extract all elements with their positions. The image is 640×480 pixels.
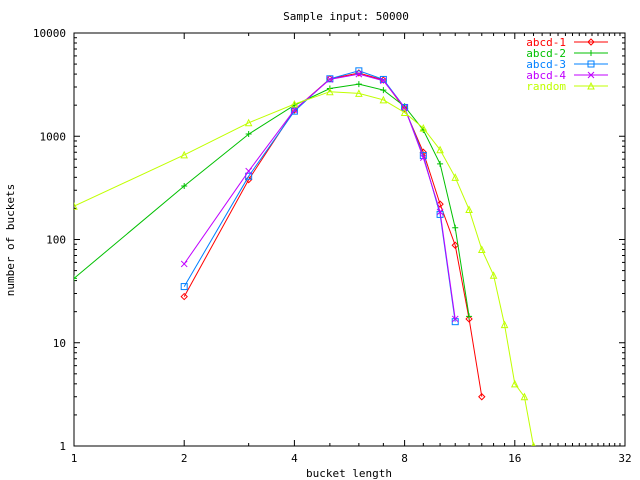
data-point-abcd-4 bbox=[419, 154, 427, 162]
data-point-abcd-3 bbox=[290, 107, 298, 115]
data-point-abcd-1 bbox=[244, 175, 253, 184]
data-point-abcd-2 bbox=[355, 81, 362, 88]
y-tick-label: 100 bbox=[46, 234, 66, 247]
series-line-abcd-1 bbox=[183, 72, 483, 397]
legend-label-abcd-1: abcd-1 bbox=[526, 36, 566, 49]
legend-label-abcd-3: abcd-3 bbox=[526, 58, 566, 71]
data-point-abcd-4 bbox=[245, 167, 253, 175]
data-point-random bbox=[379, 95, 388, 104]
data-point-abcd-4 bbox=[326, 76, 334, 83]
x-tick-label: 2 bbox=[181, 452, 188, 465]
y-tick-label: 10 bbox=[53, 337, 66, 350]
data-point-abcd-1 bbox=[436, 200, 444, 208]
x-tick-label: 16 bbox=[508, 452, 521, 465]
legend-marker-abcd-1 bbox=[587, 38, 595, 46]
data-point-abcd-2 bbox=[466, 313, 473, 320]
data-point-random bbox=[451, 173, 460, 181]
y-tick-label: 1 bbox=[59, 440, 66, 453]
series-line-abcd-4 bbox=[183, 73, 456, 320]
data-point-abcd-1 bbox=[400, 104, 409, 113]
series-abcd-3 bbox=[180, 67, 459, 326]
data-point-random bbox=[180, 150, 189, 159]
y-axis-label: number of buckets bbox=[4, 184, 17, 297]
data-point-abcd-1 bbox=[465, 315, 473, 323]
data-point-random bbox=[436, 145, 444, 154]
plot-frame bbox=[73, 32, 626, 447]
data-point-random bbox=[500, 320, 509, 329]
data-point-random bbox=[477, 245, 486, 254]
legend-marker-abcd-2 bbox=[588, 50, 594, 56]
data-point-abcd-3 bbox=[180, 283, 188, 291]
data-point-abcd-4 bbox=[355, 70, 363, 78]
data-point-abcd-4 bbox=[291, 106, 298, 114]
data-point-abcd-2 bbox=[380, 87, 387, 94]
y-tick-label: 10000 bbox=[33, 27, 66, 40]
data-point-abcd-2 bbox=[245, 131, 252, 138]
data-point-abcd-4 bbox=[180, 260, 188, 268]
data-point-random bbox=[520, 392, 529, 401]
data-point-random bbox=[355, 89, 363, 97]
data-point-abcd-1 bbox=[180, 292, 188, 301]
data-point-random bbox=[290, 99, 299, 108]
data-point-abcd-4 bbox=[436, 208, 444, 216]
data-point-random bbox=[510, 379, 519, 388]
data-point-random bbox=[400, 108, 409, 116]
legend-marker-abcd-4 bbox=[587, 71, 595, 79]
x-tick-label: 8 bbox=[401, 452, 408, 465]
data-point-random bbox=[244, 118, 253, 127]
y-axis: 1 10 100 1000 10000 bbox=[33, 27, 625, 453]
series-layer bbox=[74, 67, 536, 446]
data-point-random bbox=[74, 202, 78, 210]
data-point-random bbox=[326, 87, 334, 96]
y-tick-label: 1000 bbox=[40, 130, 67, 143]
x-axis: 1 2 4 8 16 32 bbox=[71, 33, 632, 465]
legend-marker-abcd-3 bbox=[587, 60, 595, 68]
data-point-abcd-2 bbox=[74, 275, 77, 282]
x-tick-label: 1 bbox=[71, 452, 78, 465]
data-point-random bbox=[465, 205, 473, 214]
data-point-abcd-1 bbox=[451, 241, 459, 249]
series-line-abcd-2 bbox=[74, 83, 470, 317]
series-random bbox=[74, 87, 536, 446]
series-abcd-4 bbox=[180, 70, 459, 323]
data-point-random bbox=[489, 271, 498, 279]
x-tick-label: 4 bbox=[291, 452, 298, 465]
data-point-random bbox=[419, 123, 428, 132]
data-point-abcd-4 bbox=[401, 104, 408, 111]
legend-label-abcd-2: abcd-2 bbox=[526, 47, 566, 60]
data-point-abcd-2 bbox=[452, 224, 459, 231]
legend-label-abcd-4: abcd-4 bbox=[526, 69, 566, 82]
x-tick-label: 32 bbox=[618, 452, 631, 465]
x-axis-label: bucket length bbox=[306, 467, 392, 480]
chart-title: Sample input: 50000 bbox=[283, 10, 409, 23]
series-line-abcd-3 bbox=[183, 70, 456, 322]
legend-label-random: random bbox=[526, 80, 566, 93]
data-point-abcd-4 bbox=[380, 77, 387, 85]
series-abcd-2 bbox=[74, 81, 473, 320]
series-abcd-1 bbox=[180, 69, 486, 401]
legend-marker-random bbox=[587, 81, 595, 90]
data-point-abcd-4 bbox=[451, 315, 459, 323]
data-point-abcd-2 bbox=[181, 182, 188, 189]
data-point-abcd-1 bbox=[478, 393, 486, 401]
data-point-abcd-2 bbox=[437, 160, 444, 167]
series-line-random bbox=[74, 91, 534, 446]
